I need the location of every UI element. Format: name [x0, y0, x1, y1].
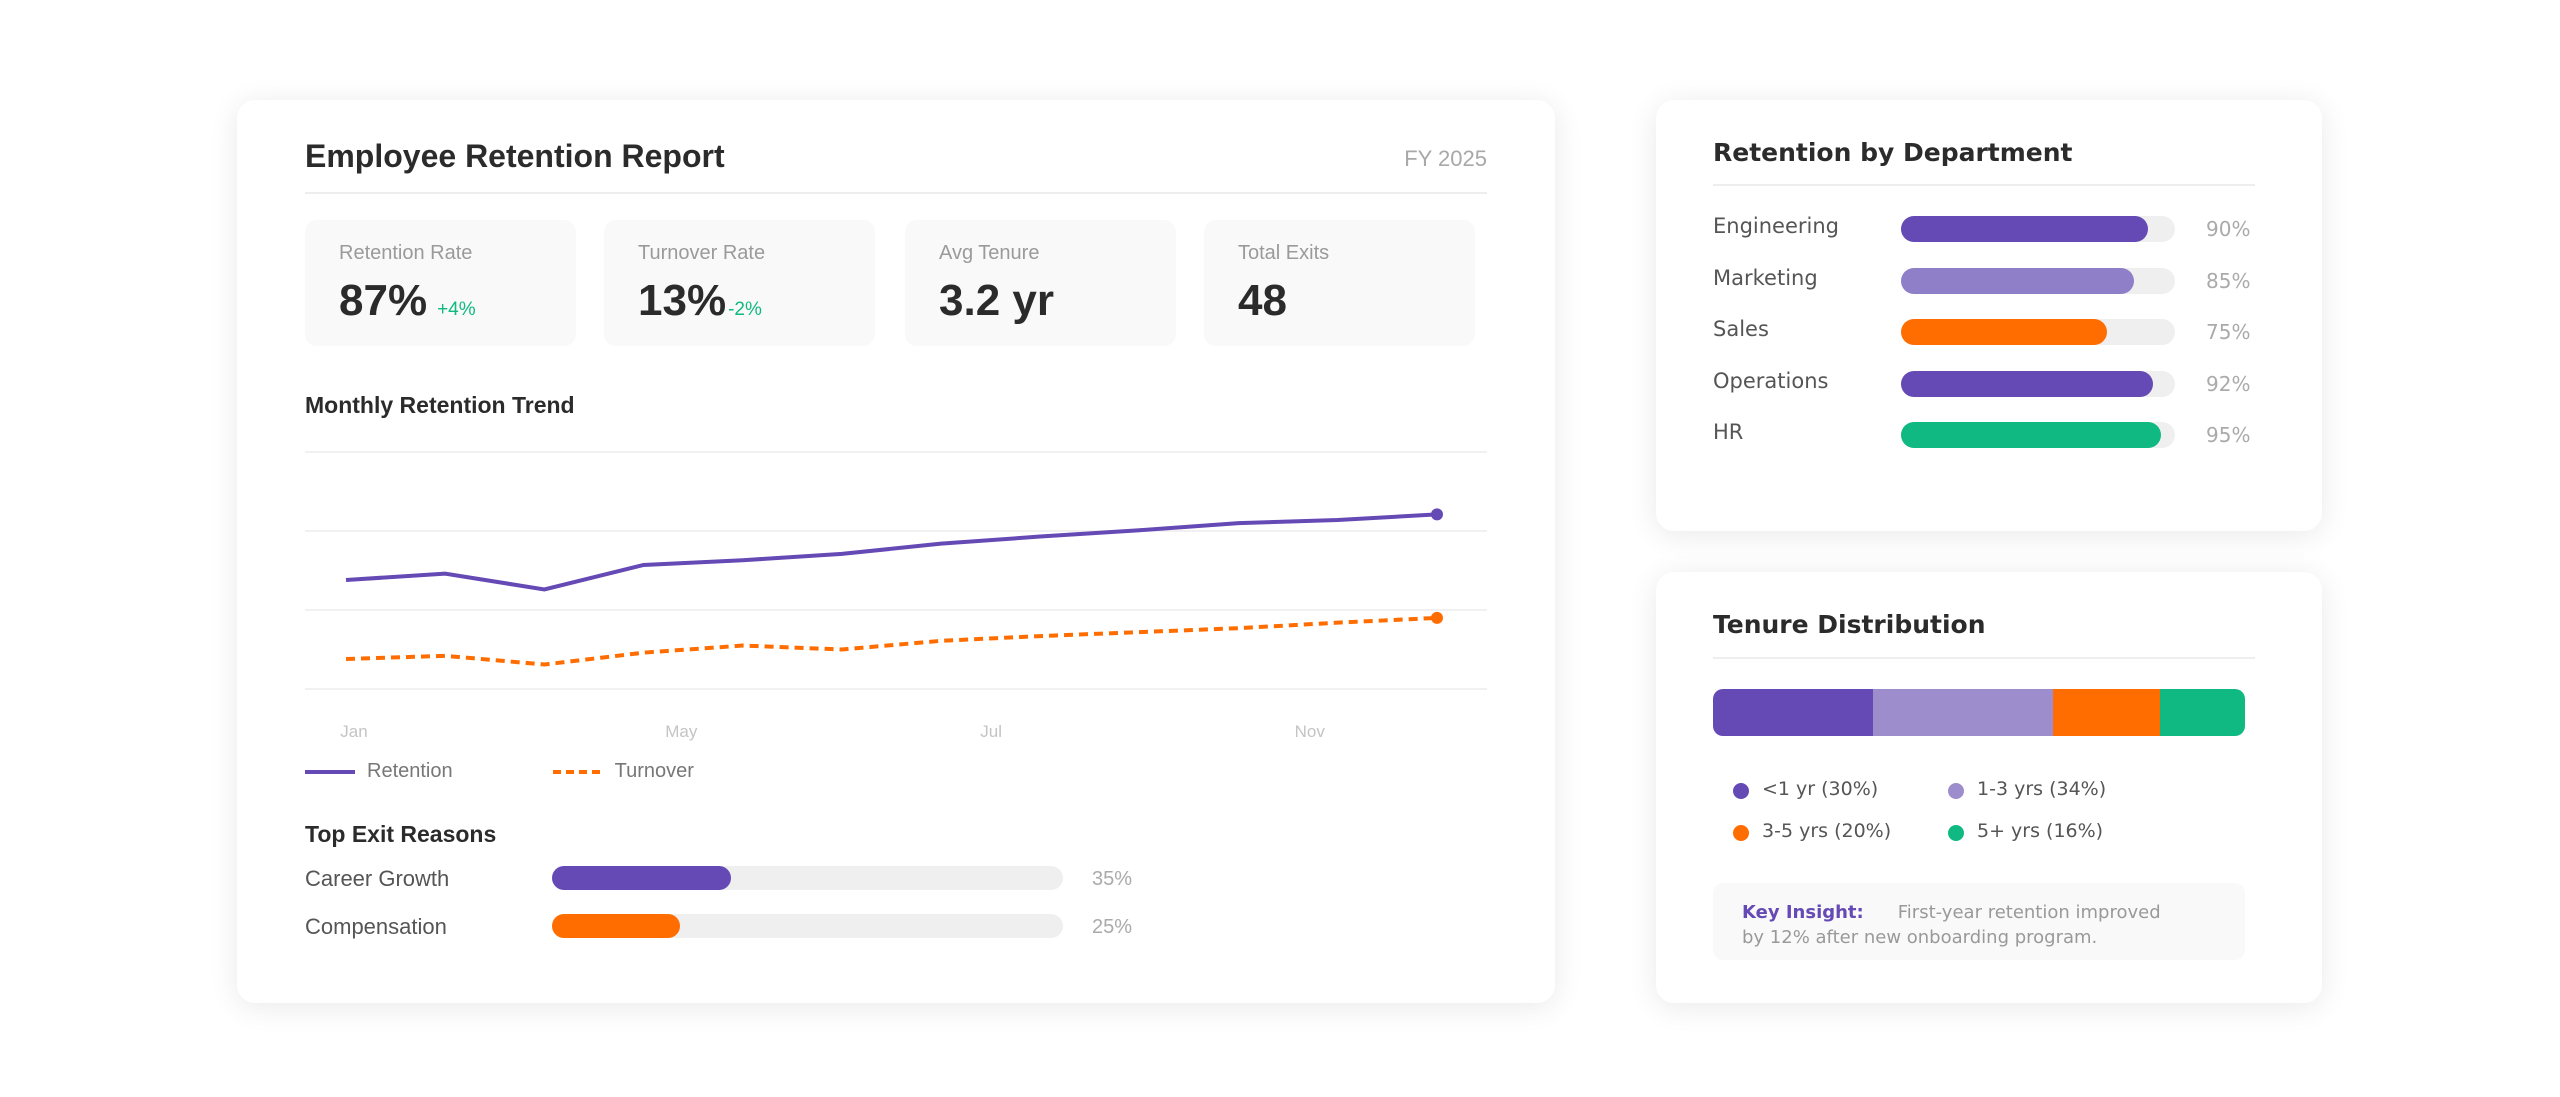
- kpi-value: 3.2 yr: [939, 276, 1054, 325]
- department-bar-fill: [1901, 370, 2154, 397]
- kpi-value: 48: [1238, 276, 1287, 325]
- legend-turnover-label: Turnover: [614, 760, 694, 782]
- tenure-title: Tenure Distribution: [1713, 610, 1986, 639]
- kpi-label: Avg Tenure: [939, 242, 1040, 264]
- exit-reason-bar-track: [552, 914, 1063, 938]
- department-bar-fill: [1901, 216, 2148, 242]
- x-tick-label: Jan: [340, 722, 368, 741]
- department-percent: 92%: [2206, 371, 2251, 396]
- tenure-distribution-card: Tenure Distribution <1 yr (30%) 1-3 yrs …: [1656, 572, 2322, 1003]
- retention-line: [345, 512, 1438, 592]
- kpi-label: Total Exits: [1238, 242, 1330, 264]
- exit-reason-label: Career Growth: [305, 866, 450, 891]
- retention-end-point: [1431, 508, 1443, 521]
- legend-turnover-swatch: [552, 769, 603, 774]
- x-tick-label: Nov: [1294, 722, 1325, 741]
- x-tick-label: Jul: [980, 722, 1003, 741]
- tenure-stacked-bar: [1713, 689, 2245, 736]
- tenure-segment: [1872, 689, 2054, 736]
- department-percent: 75%: [2206, 320, 2251, 344]
- legend-retention-label: Retention: [367, 760, 453, 782]
- turnover-end-point: [1431, 611, 1443, 624]
- department-label: Sales: [1713, 317, 1769, 341]
- x-tick-label: May: [665, 722, 698, 741]
- tenure-legend-label: 5+ yrs (16%): [1977, 820, 2104, 842]
- kpi-avg-tenure: Avg Tenure 3.2 yr: [905, 220, 1176, 346]
- kpi-change: +4%: [437, 299, 476, 320]
- key-insight-text-2: by 12% after new onboarding program.: [1742, 927, 2098, 948]
- tenure-legend-label: 3-5 yrs (20%): [1762, 820, 1892, 842]
- department-percent: 85%: [2206, 268, 2251, 293]
- department-bar-fill: [1901, 422, 2162, 448]
- department-bar-track: [1901, 370, 2175, 397]
- department-label: Engineering: [1713, 214, 1839, 238]
- exit-reason-percent: 35%: [1092, 868, 1133, 890]
- tenure-segment: [2053, 689, 2160, 736]
- kpi-label: Turnover Rate: [638, 242, 766, 264]
- department-label: HR: [1713, 420, 1744, 444]
- kpi-total-exits: Total Exits 48: [1204, 220, 1475, 346]
- department-label: Operations: [1713, 368, 1829, 393]
- department-bar-track: [1901, 422, 2175, 448]
- department-bar-track: [1901, 267, 2175, 294]
- department-bar-track: [1901, 319, 2175, 345]
- department-label: Marketing: [1713, 265, 1818, 290]
- legend-dot: [1733, 783, 1749, 799]
- divider: [1713, 184, 2255, 186]
- legend-dot: [1948, 825, 1964, 841]
- kpi-value: 87%: [339, 276, 428, 325]
- tenure-legend-label: 1-3 yrs (34%): [1977, 778, 2107, 800]
- kpi-value: 13%: [638, 276, 727, 325]
- retention-trend-chart: [305, 451, 1487, 690]
- key-insight-box: Key Insight: First-year retention improve…: [1713, 883, 2245, 960]
- exit-reason-bar-fill: [552, 866, 731, 890]
- kpi-turnover-rate: Turnover Rate 13% -2%: [604, 220, 875, 346]
- department-bar-fill: [1901, 319, 2107, 345]
- turnover-line: [345, 615, 1438, 667]
- fiscal-year-label: FY 2025: [1404, 146, 1487, 171]
- key-insight-label: Key Insight:: [1742, 902, 1864, 923]
- department-percent: 90%: [2206, 217, 2251, 241]
- exit-reason-label: Compensation: [305, 914, 447, 939]
- department-bar-fill: [1901, 267, 2134, 294]
- divider: [305, 192, 1487, 194]
- trend-title: Monthly Retention Trend: [305, 392, 575, 418]
- department-percent: 95%: [2206, 423, 2251, 447]
- exit-reason-bar-track: [552, 866, 1063, 890]
- department-bar-track: [1901, 216, 2175, 242]
- tenure-legend-label: <1 yr (30%): [1762, 778, 1879, 800]
- chart-legend: Retention Turnover: [305, 760, 694, 783]
- retention-report-card: Employee Retention Report FY 2025 Retent…: [237, 100, 1555, 1003]
- legend-retention-swatch: [305, 769, 355, 774]
- exit-reason-percent: 25%: [1092, 916, 1133, 938]
- key-insight-text: First-year retention improved: [1897, 902, 2161, 923]
- tenure-segment: [2159, 689, 2245, 736]
- exit-reason-bar-fill: [552, 914, 680, 938]
- kpi-label: Retention Rate: [339, 242, 473, 264]
- kpi-change: -2%: [728, 299, 762, 320]
- exit-reasons-title: Top Exit Reasons: [305, 821, 497, 847]
- department-retention-card: Retention by Department Engineering 90% …: [1656, 100, 2322, 531]
- kpi-retention-rate: Retention Rate 87% +4%: [305, 220, 576, 346]
- department-title: Retention by Department: [1713, 138, 2073, 167]
- tenure-segment: [1713, 689, 1873, 736]
- legend-dot: [1733, 825, 1749, 841]
- legend-dot: [1948, 783, 1964, 799]
- divider: [1713, 657, 2255, 659]
- page-title: Employee Retention Report: [305, 138, 725, 174]
